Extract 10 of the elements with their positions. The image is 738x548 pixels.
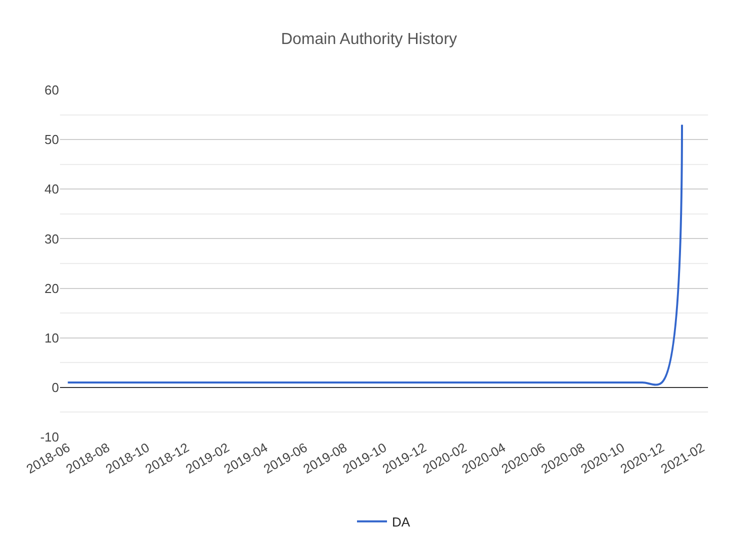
- chart-title: Domain Authority History: [280, 31, 458, 48]
- y-tick-label: -10: [40, 430, 59, 445]
- y-tick-label: 0: [52, 380, 59, 395]
- y-tick-label: 10: [44, 330, 59, 346]
- y-tick-label: 30: [44, 231, 59, 246]
- y-tick-label: 20: [44, 280, 59, 296]
- legend-label: DA: [392, 514, 410, 530]
- y-tick-label: 40: [44, 182, 59, 197]
- y-tick-label: 60: [44, 82, 59, 98]
- y-tick-label: 50: [44, 132, 59, 148]
